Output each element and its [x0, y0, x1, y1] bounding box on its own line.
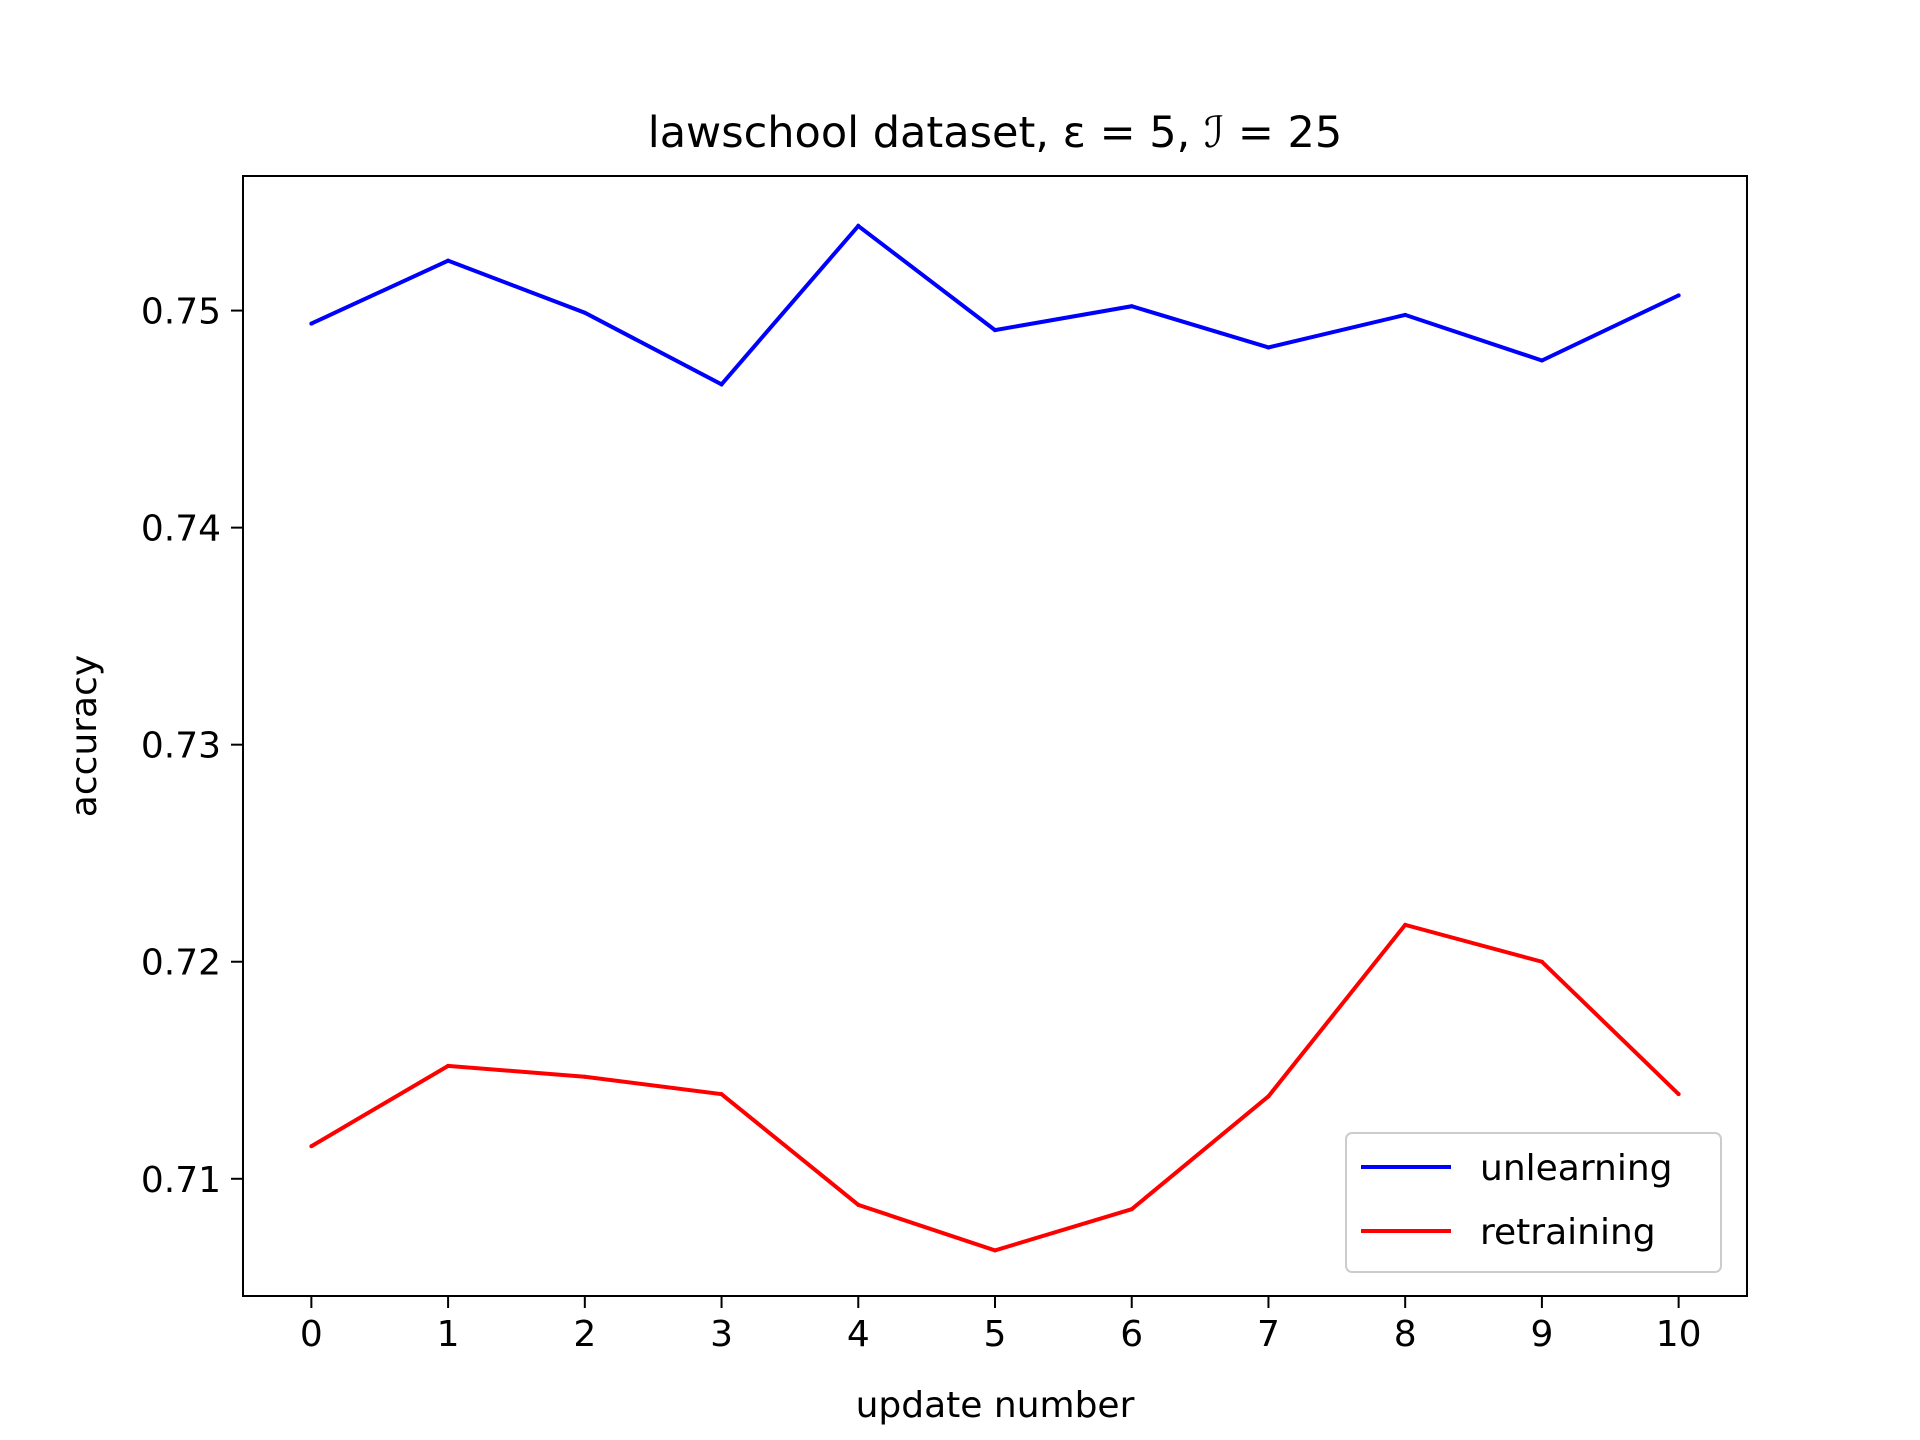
x-tick-label: 3	[710, 1314, 733, 1355]
data-point-unlearning	[856, 223, 861, 228]
y-axis: 0.71 0.72 0.73 0.74 0.75	[141, 292, 243, 1201]
data-point-unlearning	[309, 321, 314, 326]
legend: unlearning retraining	[1345, 1132, 1722, 1273]
x-axis-label: update number	[856, 1385, 1135, 1426]
data-point-retraining	[993, 1248, 997, 1253]
data-point-unlearning	[446, 258, 451, 263]
x-tick-label: 8	[1394, 1314, 1417, 1355]
y-tick-label: 0.72	[141, 943, 221, 984]
legend-label-retraining: retraining	[1480, 1212, 1656, 1253]
data-point-retraining	[446, 1063, 451, 1068]
data-point-retraining	[1266, 1094, 1271, 1099]
x-tick-label: 1	[437, 1314, 460, 1355]
x-tick-label: 10	[1656, 1314, 1702, 1355]
chart-title: lawschool dataset, ε = 5, ℐ = 25	[648, 108, 1343, 158]
data-point-retraining	[856, 1202, 861, 1207]
data-point-retraining	[1539, 959, 1544, 964]
data-point-unlearning	[719, 382, 724, 387]
data-point-retraining	[1403, 922, 1408, 927]
x-tick-label: 7	[1257, 1314, 1280, 1355]
data-point-unlearning	[582, 310, 587, 315]
x-tick-label: 4	[847, 1314, 870, 1355]
x-tick-label: 0	[300, 1314, 323, 1355]
y-tick-label: 0.71	[141, 1160, 221, 1201]
y-tick-label: 0.75	[141, 292, 221, 333]
data-point-retraining	[1676, 1092, 1681, 1097]
data-point-retraining	[309, 1144, 314, 1149]
x-tick-label: 9	[1530, 1314, 1553, 1355]
data-point-unlearning	[1539, 358, 1544, 363]
data-point-unlearning	[1403, 312, 1408, 317]
data-point-unlearning	[1129, 304, 1134, 309]
x-tick-label: 6	[1120, 1314, 1143, 1355]
y-tick-label: 0.73	[141, 726, 221, 767]
series-layer	[309, 223, 1681, 1253]
y-axis-label: accuracy	[64, 655, 105, 817]
x-axis: 0 1 2 3 4 5 6 7 8 9 10	[300, 1296, 1702, 1355]
y-tick-label: 0.74	[141, 509, 221, 550]
plot-frame	[242, 175, 1748, 1297]
legend-label-unlearning: unlearning	[1480, 1148, 1673, 1189]
x-tick-label: 2	[573, 1314, 596, 1355]
x-tick-label: 5	[984, 1314, 1007, 1355]
data-point-unlearning	[1676, 293, 1681, 298]
data-point-unlearning	[1266, 345, 1271, 350]
data-point-retraining	[1129, 1207, 1134, 1212]
data-point-unlearning	[993, 328, 997, 333]
data-point-retraining	[719, 1092, 724, 1097]
data-point-retraining	[582, 1074, 587, 1079]
